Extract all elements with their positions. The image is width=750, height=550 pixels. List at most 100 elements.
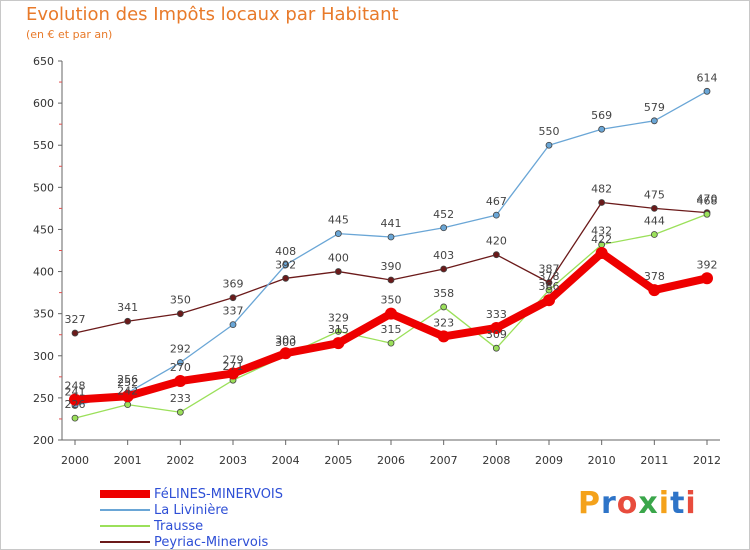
legend: FéLINES-MINERVOIS La Livinière Trausse Peyr… — [100, 486, 283, 550]
data-point — [227, 367, 239, 380]
series-line — [74, 90, 708, 407]
data-labels: 327 341 350 369 392 400 390 403 420 387 482 475 470 2… — [65, 71, 718, 411]
data-point — [176, 359, 184, 366]
data-point — [650, 117, 658, 125]
legend-swatch — [100, 509, 150, 511]
y-tick-label: 250 — [33, 392, 54, 405]
data-point — [703, 210, 711, 218]
data-label: 387 — [539, 263, 560, 276]
data-label: 242 — [117, 385, 138, 398]
data-label: 350 — [381, 294, 402, 307]
data-label: 279 — [223, 353, 244, 366]
series-lines — [69, 87, 713, 422]
data-label: 341 — [117, 301, 138, 314]
data-point — [545, 141, 553, 149]
data-label: 366 — [539, 280, 560, 293]
x-tick-label: 2011 — [640, 454, 668, 467]
data-label: 445 — [328, 214, 349, 227]
data-point — [176, 310, 184, 318]
legend-item: La Livinière — [100, 502, 283, 518]
chart-title: Evolution des Impôts locaux par Habitant — [26, 4, 399, 25]
x-tick-label: 2007 — [430, 454, 458, 467]
data-label: 303 — [275, 333, 296, 346]
x-tick-label: 2001 — [114, 454, 142, 467]
data-point — [650, 204, 658, 212]
data-label: 241 — [65, 385, 86, 398]
y-tick-label: 450 — [33, 223, 54, 236]
y-tick-label: 400 — [33, 266, 54, 279]
data-label: 315 — [381, 323, 402, 336]
data-label: 300 — [275, 336, 296, 349]
data-label: 369 — [223, 278, 244, 291]
data-label: 378 — [644, 270, 665, 283]
data-point — [595, 247, 608, 260]
data-point — [71, 329, 79, 337]
chart-subtitle: (en € et par an) — [26, 28, 113, 41]
data-label: 358 — [433, 287, 454, 300]
data-label: 432 — [591, 225, 612, 238]
data-point — [437, 330, 450, 343]
data-label: 226 — [65, 398, 86, 411]
legend-item: Peyriac-Minervois — [100, 534, 283, 550]
proxiti-logo: Proxiti — [578, 486, 697, 521]
data-label: 420 — [486, 235, 507, 248]
legend-label: Peyriac-Minervois — [154, 534, 269, 550]
legend-item: FéLINES-MINERVOIS — [100, 486, 283, 502]
x-tick-label: 2000 — [61, 454, 89, 467]
data-label: 292 — [170, 343, 191, 356]
data-point — [440, 265, 448, 273]
data-label: 550 — [539, 125, 560, 138]
data-label: 470 — [697, 193, 718, 206]
y-tick-label: 550 — [33, 139, 54, 152]
data-label: 323 — [433, 316, 454, 329]
data-label: 403 — [433, 249, 454, 262]
data-point — [334, 268, 342, 275]
data-point — [282, 261, 290, 269]
data-point — [492, 344, 500, 352]
data-point — [492, 211, 500, 219]
logo-letter: i — [658, 486, 671, 521]
data-point — [440, 224, 448, 232]
data-label: 248 — [65, 380, 86, 393]
data-point — [334, 327, 342, 335]
data-label: 252 — [117, 376, 138, 389]
data-point — [387, 276, 395, 284]
data-label: 233 — [170, 392, 191, 405]
x-tick-label: 2003 — [219, 454, 247, 467]
legend-swatch — [100, 525, 150, 527]
data-label: 327 — [65, 313, 86, 326]
data-point — [279, 347, 292, 360]
data-label: 337 — [223, 305, 244, 318]
data-label: 467 — [486, 195, 507, 208]
data-point — [282, 274, 290, 282]
x-tick-label: 2008 — [482, 454, 510, 467]
data-point — [124, 401, 132, 409]
data-label: 329 — [328, 311, 349, 324]
x-tick-label: 2005 — [324, 454, 352, 467]
logo-letter: x — [638, 486, 659, 521]
y-tick-label: 200 — [33, 434, 54, 447]
logo-letter: P — [578, 486, 601, 521]
data-point — [701, 272, 713, 285]
data-label: 444 — [644, 214, 665, 227]
data-label: 408 — [275, 245, 296, 258]
y-tick-label: 500 — [33, 181, 54, 194]
x-tick-label: 2009 — [535, 454, 563, 467]
logo-letter: o — [616, 486, 639, 521]
y-tick-label: 300 — [33, 350, 54, 363]
y-tick-label: 650 — [33, 55, 54, 68]
data-label: 468 — [697, 194, 718, 207]
data-label: 441 — [381, 217, 402, 230]
data-point — [387, 339, 395, 347]
data-point — [385, 307, 397, 320]
data-point — [176, 408, 184, 416]
data-label: 569 — [591, 109, 612, 122]
data-point — [545, 279, 553, 286]
data-label: 256 — [117, 373, 138, 386]
y-tick-label: 350 — [33, 308, 54, 321]
data-point — [648, 284, 661, 297]
data-point — [598, 125, 606, 133]
data-label: 579 — [644, 101, 665, 114]
